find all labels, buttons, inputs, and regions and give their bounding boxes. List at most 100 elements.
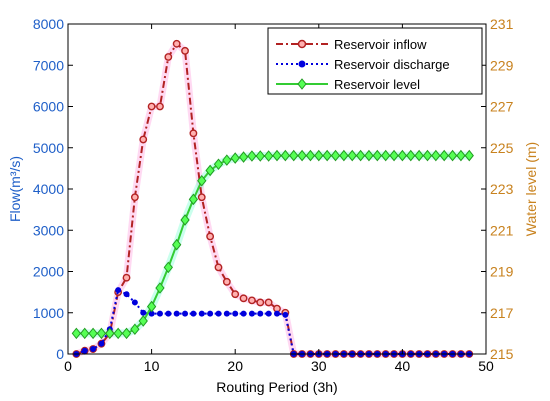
point-level (255, 150, 265, 162)
y-right-tick-label: 227 (490, 99, 514, 115)
point-level (80, 327, 90, 340)
x-tick-label: 0 (64, 358, 72, 374)
point-discharge (257, 310, 264, 317)
point-level (138, 315, 148, 327)
point-level (456, 149, 466, 162)
point-level (330, 149, 341, 162)
point-level (88, 327, 98, 340)
point-level (397, 149, 408, 162)
point-level (280, 149, 291, 162)
point-level (314, 149, 324, 162)
point-inflow (231, 290, 240, 299)
legend-label-level: Reservoir level (334, 77, 420, 92)
point-level (146, 300, 157, 313)
x-tick-label: 10 (144, 358, 160, 374)
legend-marker-discharge (298, 60, 306, 68)
point-discharge (131, 299, 138, 306)
point-inflow (139, 135, 148, 144)
x-tick-label: 50 (478, 358, 494, 374)
legend: Reservoir inflow Reservoir discharge Res… (267, 27, 483, 95)
y-right-tick-label: 225 (490, 140, 514, 156)
point-discharge (165, 310, 172, 317)
point-inflow (147, 102, 156, 111)
point-level (247, 150, 257, 162)
point-discharge (123, 291, 130, 298)
point-level (172, 238, 182, 251)
point-level (297, 149, 307, 162)
point-inflow (189, 129, 198, 138)
point-discharge (190, 310, 197, 317)
legend-item-inflow: Reservoir inflow (276, 37, 427, 52)
point-level (121, 327, 132, 340)
point-inflow (197, 193, 206, 202)
point-level (163, 261, 173, 274)
point-level (322, 149, 332, 162)
point-level (439, 149, 449, 162)
point-discharge (156, 310, 163, 317)
point-discharge (223, 310, 230, 317)
point-level (464, 149, 474, 162)
point-inflow (156, 102, 164, 111)
point-inflow (206, 232, 215, 241)
y-right-tick-label: 217 (490, 305, 514, 321)
point-inflow (222, 277, 231, 286)
point-level (222, 154, 232, 166)
point-discharge (90, 346, 97, 353)
point-inflow (122, 273, 131, 282)
point-level (289, 149, 299, 162)
legend-label-inflow: Reservoir inflow (334, 37, 427, 52)
point-discharge (198, 310, 205, 317)
point-level (155, 282, 165, 294)
point-level (431, 149, 441, 162)
legend-item-discharge: Reservoir discharge (276, 57, 450, 72)
point-inflow (164, 53, 173, 61)
x-tick-label: 30 (311, 358, 327, 374)
y-left-tick-label: 8000 (33, 16, 64, 32)
point-inflow (239, 294, 248, 303)
point-level (96, 327, 107, 340)
y-right-tick-label: 229 (490, 57, 514, 73)
point-level (213, 158, 224, 171)
y-left-tick-label: 7000 (33, 57, 64, 73)
left-axis-title: Flow(m³/s) (7, 156, 23, 222)
point-discharge (115, 287, 122, 294)
point-level (305, 149, 316, 162)
y-left-tick-label: 4000 (33, 181, 64, 197)
point-level (355, 149, 366, 162)
point-discharge (240, 310, 247, 317)
y-left-tick-label: 2000 (33, 264, 64, 280)
point-discharge (148, 310, 155, 317)
y-left-tick-label: 0 (56, 346, 64, 362)
y-left-tick-label: 1000 (33, 305, 64, 321)
point-level (188, 193, 199, 206)
point-level (406, 149, 416, 162)
point-level (372, 149, 382, 162)
point-level (113, 327, 123, 340)
point-discharge (140, 309, 147, 316)
x-axis-title: Routing Period (3h) (216, 379, 337, 395)
point-level (238, 151, 249, 163)
point-level (389, 149, 399, 162)
point-level (347, 149, 357, 162)
point-discharge (265, 310, 272, 317)
y-right-tick-label: 215 (490, 346, 514, 362)
right-axis-title: Water level (m) (523, 142, 539, 236)
point-level (414, 149, 424, 162)
point-level (197, 174, 207, 187)
point-inflow (248, 296, 256, 305)
point-discharge (248, 310, 255, 317)
point-level (71, 327, 82, 340)
axes-layer: 0 10 20 30 40 50 0 1000 2000 3000 4000 5000 6000 7000… (33, 16, 514, 374)
y-right-tick-label: 231 (490, 16, 514, 32)
point-discharge (232, 310, 239, 317)
legend-marker-level (297, 78, 307, 90)
point-level (105, 327, 115, 340)
point-inflow (130, 193, 139, 202)
y-left-tick-label: 5000 (33, 140, 64, 156)
point-level (381, 149, 391, 162)
point-inflow (181, 46, 189, 55)
point-level (230, 152, 240, 164)
y-left-tick-label: 3000 (33, 222, 64, 238)
point-level (339, 149, 349, 162)
point-level (263, 150, 274, 162)
